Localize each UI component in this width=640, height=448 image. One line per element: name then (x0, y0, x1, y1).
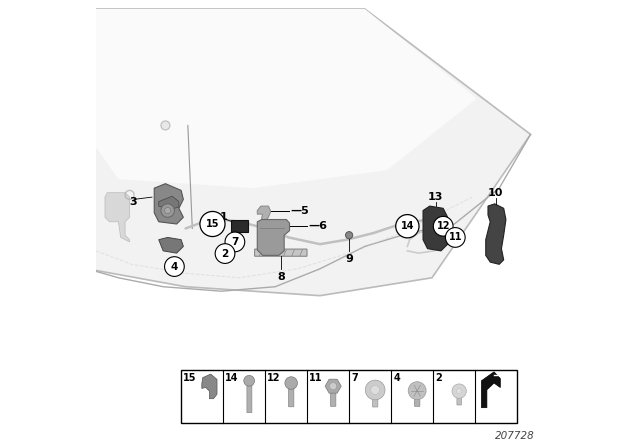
Circle shape (330, 383, 337, 390)
Circle shape (371, 385, 380, 395)
FancyBboxPatch shape (415, 391, 420, 406)
Polygon shape (159, 196, 179, 210)
Text: —5: —5 (290, 207, 308, 216)
Polygon shape (87, 9, 531, 296)
Text: 7: 7 (351, 373, 358, 383)
Polygon shape (105, 193, 130, 242)
Text: 11: 11 (309, 373, 323, 383)
Polygon shape (257, 220, 289, 255)
Polygon shape (486, 204, 506, 264)
Polygon shape (325, 379, 341, 393)
Circle shape (200, 211, 225, 237)
Text: 4: 4 (171, 262, 178, 271)
Text: 11: 11 (449, 233, 462, 242)
Circle shape (408, 382, 426, 400)
FancyBboxPatch shape (247, 380, 252, 413)
Circle shape (452, 384, 467, 398)
Circle shape (161, 204, 174, 217)
Polygon shape (423, 206, 448, 251)
Circle shape (445, 228, 465, 247)
Text: 8: 8 (277, 272, 285, 282)
Circle shape (365, 380, 385, 400)
FancyBboxPatch shape (330, 387, 336, 406)
Polygon shape (159, 237, 184, 253)
Text: 15: 15 (205, 219, 220, 229)
FancyBboxPatch shape (457, 392, 461, 405)
FancyBboxPatch shape (181, 370, 517, 423)
Circle shape (164, 207, 171, 214)
Text: 13: 13 (428, 193, 444, 202)
Circle shape (215, 244, 235, 263)
Text: 3: 3 (130, 197, 137, 207)
FancyBboxPatch shape (289, 383, 294, 407)
Text: 14: 14 (225, 373, 239, 383)
Polygon shape (154, 184, 184, 224)
Polygon shape (202, 374, 217, 399)
Polygon shape (257, 206, 271, 228)
Circle shape (396, 215, 419, 238)
Text: 10: 10 (488, 188, 503, 198)
Text: 7: 7 (231, 237, 239, 247)
Text: 14: 14 (401, 221, 414, 231)
Text: 4: 4 (394, 373, 400, 383)
Text: 1: 1 (220, 212, 227, 222)
Circle shape (346, 232, 353, 239)
Text: 2: 2 (435, 373, 442, 383)
FancyBboxPatch shape (255, 249, 307, 256)
Text: 207728: 207728 (495, 431, 535, 441)
Circle shape (244, 375, 255, 386)
Polygon shape (87, 9, 477, 188)
Circle shape (285, 377, 298, 389)
Text: 2: 2 (221, 249, 228, 258)
Text: 15: 15 (184, 373, 197, 383)
Circle shape (161, 121, 170, 130)
Text: 9: 9 (345, 254, 353, 264)
FancyBboxPatch shape (372, 391, 378, 407)
Text: 12: 12 (436, 221, 450, 231)
FancyBboxPatch shape (231, 220, 248, 232)
Text: —6: —6 (308, 221, 327, 231)
Text: 12: 12 (268, 373, 281, 383)
Circle shape (164, 257, 184, 276)
Circle shape (456, 388, 462, 394)
Circle shape (225, 232, 244, 252)
Circle shape (433, 216, 453, 236)
Polygon shape (481, 372, 500, 408)
